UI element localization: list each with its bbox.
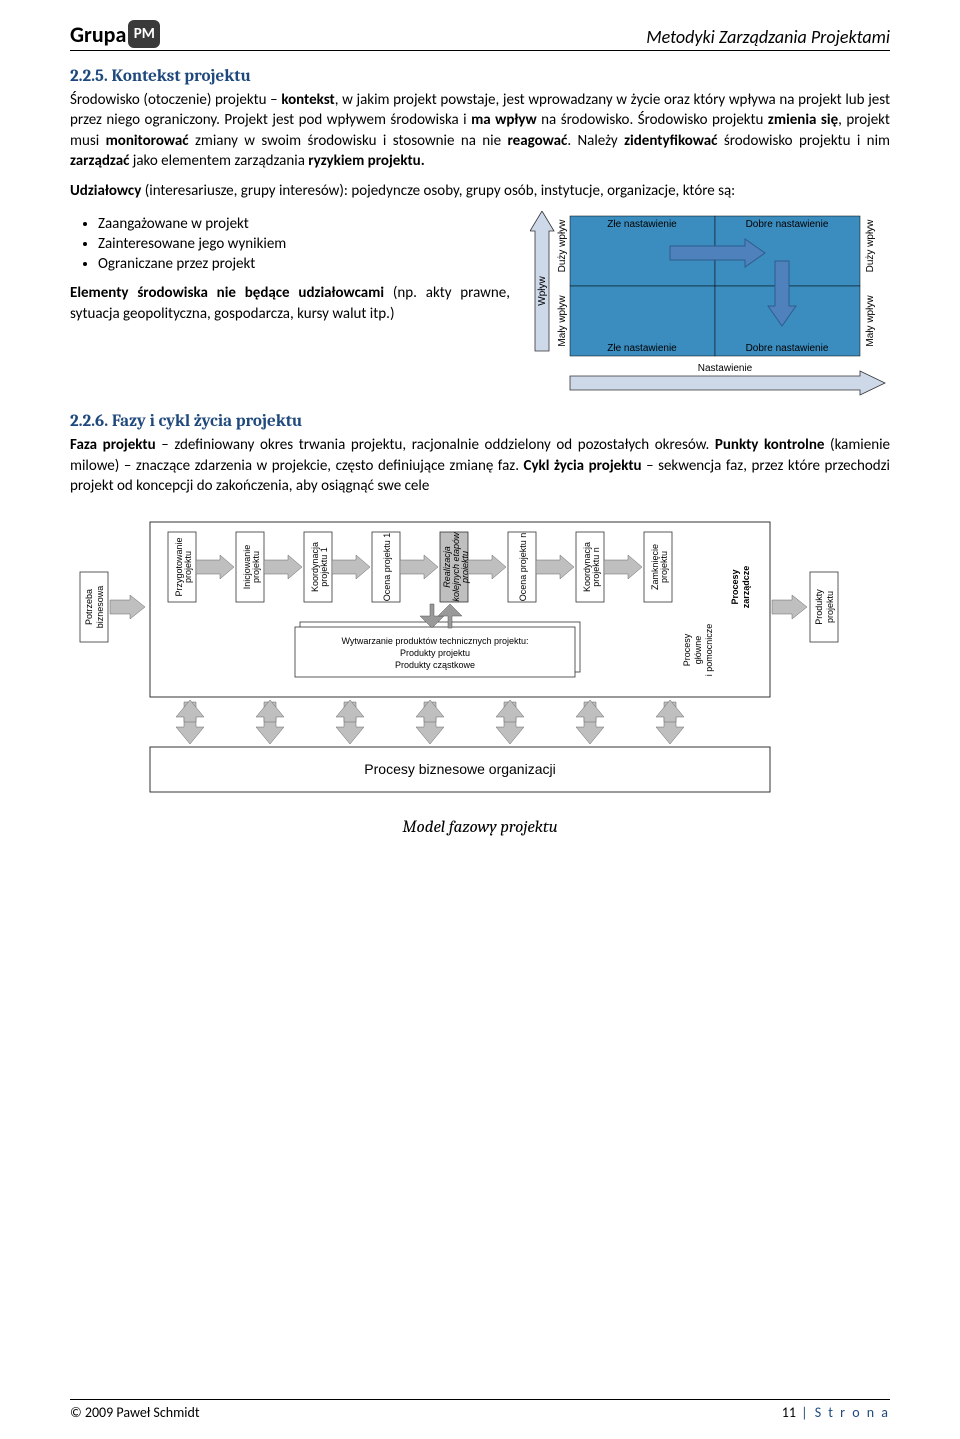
svg-text:Potrzeba: Potrzeba — [84, 589, 94, 625]
svg-text:Procesy: Procesy — [730, 569, 740, 604]
svg-text:biznesowa: biznesowa — [95, 586, 105, 629]
header-title: Metodyki Zarządzania Projektami — [646, 26, 890, 48]
svg-text:Procesy: Procesy — [682, 633, 692, 666]
footer-page: 11 | S t r o n a — [782, 1404, 890, 1421]
svg-text:Ocena projektu 1: Ocena projektu 1 — [382, 533, 392, 602]
list-item: Ograniczane przez projekt — [98, 255, 510, 273]
svg-text:projektu 1: projektu 1 — [319, 547, 329, 587]
stakeholder-text: Zaangażowane w projekt Zainteresowane je… — [70, 211, 510, 334]
svg-text:Złe nastawienie: Złe nastawienie — [607, 343, 677, 354]
svg-text:projektu: projektu — [251, 551, 261, 583]
svg-text:główne: główne — [693, 636, 703, 665]
svg-text:projektu: projektu — [825, 591, 835, 623]
page-footer: © 2009 Paweł Schmidt 11 | S t r o n a — [70, 1399, 890, 1421]
list-item: Zaangażowane w projekt — [98, 215, 510, 233]
svg-text:Złe nastawienie: Złe nastawienie — [607, 219, 677, 230]
svg-text:zarządcze: zarządcze — [741, 566, 751, 609]
logo-badge: PM — [128, 20, 160, 48]
logo: Grupa PM — [70, 20, 160, 48]
logo-text: Grupa — [70, 21, 126, 48]
svg-text:Dobre nastawienie: Dobre nastawienie — [746, 343, 829, 354]
svg-text:Ocena projektu n: Ocena projektu n — [518, 533, 528, 602]
svg-text:Produkty projektu: Produkty projektu — [400, 648, 470, 658]
svg-text:i pomocnicze: i pomocnicze — [704, 624, 714, 677]
lifecycle-diagram: Potrzeba biznesowa Przygotowanieprojektu… — [70, 512, 890, 857]
svg-text:Dobre nastawienie: Dobre nastawienie — [746, 219, 829, 230]
svg-text:Mały wpływ: Mały wpływ — [557, 295, 568, 347]
svg-text:Nastawienie: Nastawienie — [698, 363, 753, 374]
svg-text:Mały wpływ: Mały wpływ — [865, 295, 876, 347]
list-item: Zainteresowane jego wynikiem — [98, 235, 510, 253]
svg-text:projektu: projektu — [659, 551, 669, 583]
section-heading-1: 2.2.5. Kontekst projektu — [70, 67, 890, 86]
svg-text:Wytwarzanie produktów technicz: Wytwarzanie produktów technicznych proje… — [341, 636, 528, 646]
footer-copyright: © 2009 Paweł Schmidt — [70, 1404, 200, 1421]
sec1-para3: Elementy środowiska nie będące udziałowc… — [70, 283, 510, 324]
svg-text:Produkty cząstkowe: Produkty cząstkowe — [395, 660, 475, 670]
sec1-para1: Środowisko (otoczenie) projektu – kontek… — [70, 90, 890, 171]
svg-text:Wpływ: Wpływ — [537, 276, 548, 306]
section-heading-2: 2.2.6. Fazy i cykl życia projektu — [70, 412, 890, 431]
svg-text:Procesy biznesowe organizacji: Procesy biznesowe organizacji — [364, 761, 555, 777]
svg-text:projektu: projektu — [183, 551, 193, 583]
bullet-list: Zaangażowane w projekt Zainteresowane je… — [98, 215, 510, 273]
svg-text:Produkty: Produkty — [814, 589, 824, 625]
svg-text:Duży wpływ: Duży wpływ — [865, 219, 876, 273]
sec2-para: Faza projektu – zdefiniowany okres trwan… — [70, 435, 890, 496]
svg-text:Duży wpływ: Duży wpływ — [557, 219, 568, 273]
svg-text:projektu n: projektu n — [591, 547, 601, 587]
sec1-para2: Udziałowcy (interesariusze, grupy intere… — [70, 181, 890, 201]
svg-text:Model fazowy projektu: Model fazowy projektu — [402, 818, 557, 837]
page-header: Grupa PM Metodyki Zarządzania Projektami — [70, 20, 890, 51]
stakeholder-matrix: Wpływ Duży wpływ Mały wpływ Złe nastawie… — [530, 211, 890, 406]
